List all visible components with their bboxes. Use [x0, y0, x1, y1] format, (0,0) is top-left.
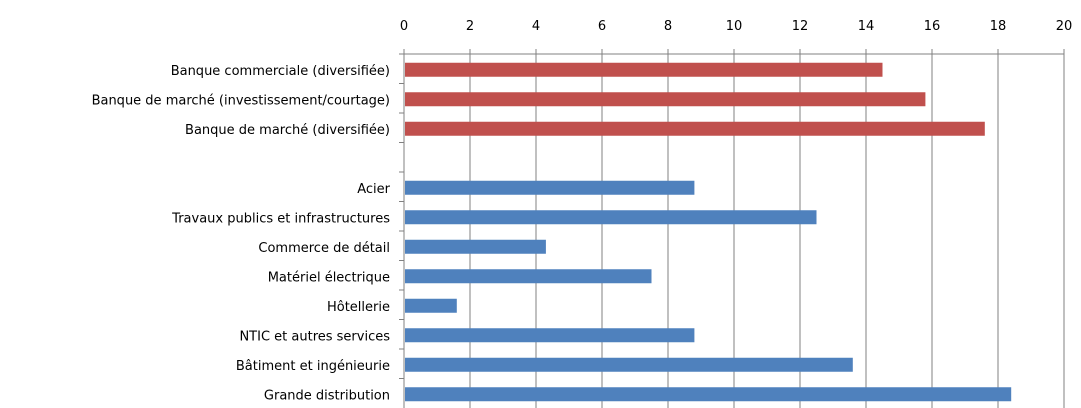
category-label: Travaux publics et infrastructures [171, 211, 390, 226]
category-label: Matériel électrique [268, 270, 390, 285]
bar [405, 298, 457, 313]
x-tick-label: 8 [664, 19, 672, 34]
x-tick-label: 14 [858, 19, 875, 34]
category-label: Hôtellerie [327, 300, 390, 315]
bar [405, 180, 695, 195]
category-label: Commerce de détail [258, 241, 390, 256]
x-tick-label: 0 [400, 19, 408, 34]
x-tick-label: 16 [924, 19, 941, 34]
bar [405, 328, 695, 343]
category-label: Banque de marché (diversifiée) [185, 123, 390, 138]
bar [405, 239, 546, 254]
category-label: Banque de marché (investissement/courtag… [92, 93, 390, 108]
category-label: NTIC et autres services [239, 329, 390, 344]
bar [405, 269, 652, 284]
x-tick-labels: 0 2 4 6 8 10 12 14 16 18 20 [400, 19, 1072, 34]
category-label: Banque commerciale (diversifiée) [171, 64, 390, 79]
bar [405, 92, 926, 107]
x-tick-label: 4 [532, 19, 540, 34]
category-label: Acier [357, 182, 390, 197]
bars [405, 62, 1012, 402]
x-tick-label: 18 [990, 19, 1007, 34]
x-tick-label: 2 [466, 19, 474, 34]
bar [405, 357, 853, 372]
category-label: Bâtiment et ingénieurie [236, 359, 390, 374]
bar [405, 387, 1012, 402]
category-label: Grande distribution [264, 388, 390, 403]
x-tick-label: 20 [1056, 19, 1073, 34]
x-tick-label: 10 [726, 19, 743, 34]
bar [405, 62, 883, 77]
x-tick-label: 12 [792, 19, 809, 34]
bar [405, 210, 817, 225]
gridlines [469, 54, 1065, 408]
bar [405, 121, 985, 136]
x-tick-label: 6 [598, 19, 606, 34]
category-labels: Banque commerciale (diversifiée) Banque d… [92, 64, 391, 404]
axes [399, 49, 1065, 408]
